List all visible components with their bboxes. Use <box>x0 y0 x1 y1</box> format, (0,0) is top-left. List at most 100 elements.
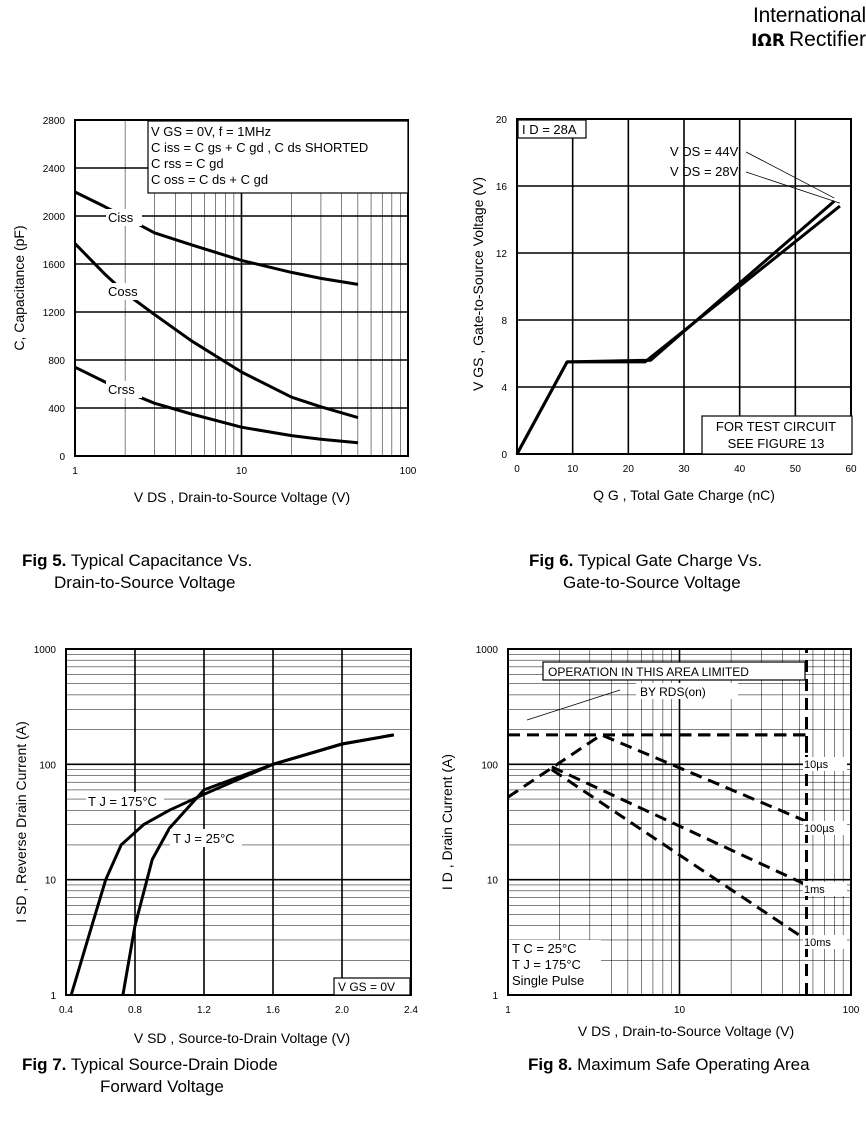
fig8-ytick-label: 1 <box>492 991 498 1002</box>
fig7-annotation-box <box>333 977 411 996</box>
fig5-ytick-label: 400 <box>48 404 65 415</box>
fig5-label-bg <box>106 283 142 300</box>
fig8-xtick-label: 100 <box>843 1005 860 1016</box>
fig7-ytick-label: 1000 <box>34 645 57 656</box>
caption-fig8: Fig 8. Maximum Safe Operating Area <box>528 1054 810 1076</box>
fig7-ytick-label: 10 <box>45 876 57 887</box>
fig7-xtick-label: 2.4 <box>404 1005 418 1016</box>
fig5-ytick-label: 2000 <box>43 212 66 223</box>
fig6-ytick-label: 20 <box>496 115 508 126</box>
fig6-ytick-label: 4 <box>501 383 507 394</box>
fig6-note-line: FOR TEST CIRCUIT <box>716 419 836 434</box>
fig8-curve-label: 1ms <box>804 884 825 896</box>
fig6-xtick-label: 50 <box>790 464 802 475</box>
fig5-annotation-line: C rss = C gd <box>151 156 224 171</box>
fig8-ytick-label: 10 <box>487 876 499 887</box>
fig8-banner-line1: OPERATION IN THIS AREA LIMITED <box>548 665 749 679</box>
fig7-series <box>69 733 395 996</box>
fig5-xlabel: V DS , Drain-to-Source Voltage (V) <box>134 489 350 505</box>
brand-rectifier-line: IΩR Rectifier <box>726 28 866 53</box>
fig7-ytick-label: 100 <box>39 760 56 771</box>
fig5-plot-frame <box>74 119 409 457</box>
fig5-ytick-label: 1600 <box>43 260 66 271</box>
fig6-id-box <box>517 119 587 139</box>
fig6-ylabel: V GS , Gate-to-Source Voltage (V) <box>470 177 486 391</box>
caption-fig8-num: Fig 8. <box>528 1055 573 1074</box>
fig6-series-label-44v: V DS = 44V <box>670 144 739 159</box>
fig6-leader-44v <box>745 151 835 199</box>
brand-header: International IΩR Rectifier <box>726 4 866 53</box>
fig5-xtick-label: 1 <box>72 466 78 477</box>
fig7-plot-frame <box>65 648 412 996</box>
fig8-series-2 <box>507 733 808 823</box>
fig8-conditions-bg <box>509 940 601 994</box>
caption-fig7-line2: Forward Voltage <box>100 1077 224 1096</box>
brand-international: International <box>753 4 866 27</box>
fig6-note-line: SEE FIGURE 13 <box>728 436 825 451</box>
fig8-curve-label: 100µs <box>804 823 835 835</box>
fig5-series-label: Ciss <box>108 210 134 225</box>
fig8-curve-label: 10µs <box>804 759 829 771</box>
caption-fig6-num: Fig 6. <box>529 551 574 570</box>
caption-fig7-line1: Typical Source-Drain Diode <box>70 1055 278 1074</box>
fig8-curve-label: 10ms <box>804 937 831 949</box>
fig8-banner-leader <box>526 689 621 721</box>
fig5-series-coss <box>73 242 359 420</box>
fig7-series-label-25c: T J = 25°C <box>173 831 235 846</box>
caption-fig6: Fig 6. Typical Gate Charge Vs. Gate-to-S… <box>529 550 762 594</box>
fig5-annotation-line: V GS = 0V, f = 1MHz <box>151 124 271 139</box>
ir-logo: IΩR <box>751 31 785 51</box>
fig7-series <box>121 733 395 996</box>
fig6-note-box <box>701 415 853 455</box>
fig6-xtick-label: 0 <box>514 464 520 475</box>
fig6-id-label: I D = 28A <box>522 122 577 137</box>
fig8-series-3 <box>551 765 808 887</box>
fig7-ylabel: I SD , Reverse Drain Current (A) <box>13 721 29 923</box>
fig8-curve-label-bg <box>803 821 847 835</box>
fig8-banner-box <box>542 661 806 681</box>
fig7-xtick-label: 1.6 <box>266 1005 280 1016</box>
fig7-label-bg <box>170 829 242 847</box>
fig7-ytick-label: 1 <box>50 991 56 1002</box>
caption-fig7: Fig 7. Typical Source-Drain Diode Forwar… <box>22 1054 278 1098</box>
fig8-condition-line: T J = 175°C <box>512 957 581 972</box>
fig8-condition-line: Single Pulse <box>512 973 584 988</box>
fig8-grid <box>507 648 852 996</box>
fig6-xtick-label: 40 <box>734 464 746 475</box>
fig6-ytick-label: 0 <box>501 450 507 461</box>
fig5-ytick-label: 1200 <box>43 308 66 319</box>
fig5-ytick-label: 0 <box>59 452 65 463</box>
fig6-ytick-label: 8 <box>501 316 507 327</box>
caption-fig7-num: Fig 7. <box>22 1055 67 1074</box>
fig8-series-1 <box>679 733 808 756</box>
fig5-ytick-label: 2800 <box>43 116 66 127</box>
fig5-annotation-box <box>147 120 409 194</box>
fig8-condition-line: T C = 25°C <box>512 941 577 956</box>
fig5-series-ciss <box>74 190 359 286</box>
fig6-plot-frame <box>516 118 852 455</box>
fig5-annotation-line: C oss = C ds + C gd <box>151 172 268 187</box>
fig5-series-label: Crss <box>108 382 135 397</box>
fig8-xtick-label: 1 <box>505 1005 511 1016</box>
fig5-label-bg <box>106 381 142 398</box>
fig6-ytick-label: 12 <box>496 249 508 260</box>
fig6-xlabel: Q G , Total Gate Charge (nC) <box>593 487 775 503</box>
caption-fig5-line1: Typical Capacitance Vs. <box>70 551 253 570</box>
fig8-ytick-label: 100 <box>481 760 498 771</box>
fig7-label-bg <box>86 792 164 810</box>
fig8-series-4 <box>550 768 808 942</box>
fig6-xtick-label: 60 <box>845 464 857 475</box>
fig6-leader-28v <box>745 171 840 204</box>
fig5-ytick-label: 2400 <box>43 164 66 175</box>
fig6-xtick-label: 30 <box>678 464 690 475</box>
fig7-xtick-label: 2.0 <box>335 1005 349 1016</box>
fig8-curve-label-bg <box>803 882 847 896</box>
brand-rectifier: Rectifier <box>788 28 866 51</box>
caption-fig5-num: Fig 5. <box>22 551 67 570</box>
caption-fig6-line2: Gate-to-Source Voltage <box>563 573 741 592</box>
caption-fig5-line2: Drain-to-Source Voltage <box>54 573 236 592</box>
fig7-xtick-label: 1.2 <box>197 1005 211 1016</box>
fig5-ylabel: C, Capacitance (pF) <box>11 225 27 350</box>
fig8-curve-label-bg <box>803 757 847 771</box>
